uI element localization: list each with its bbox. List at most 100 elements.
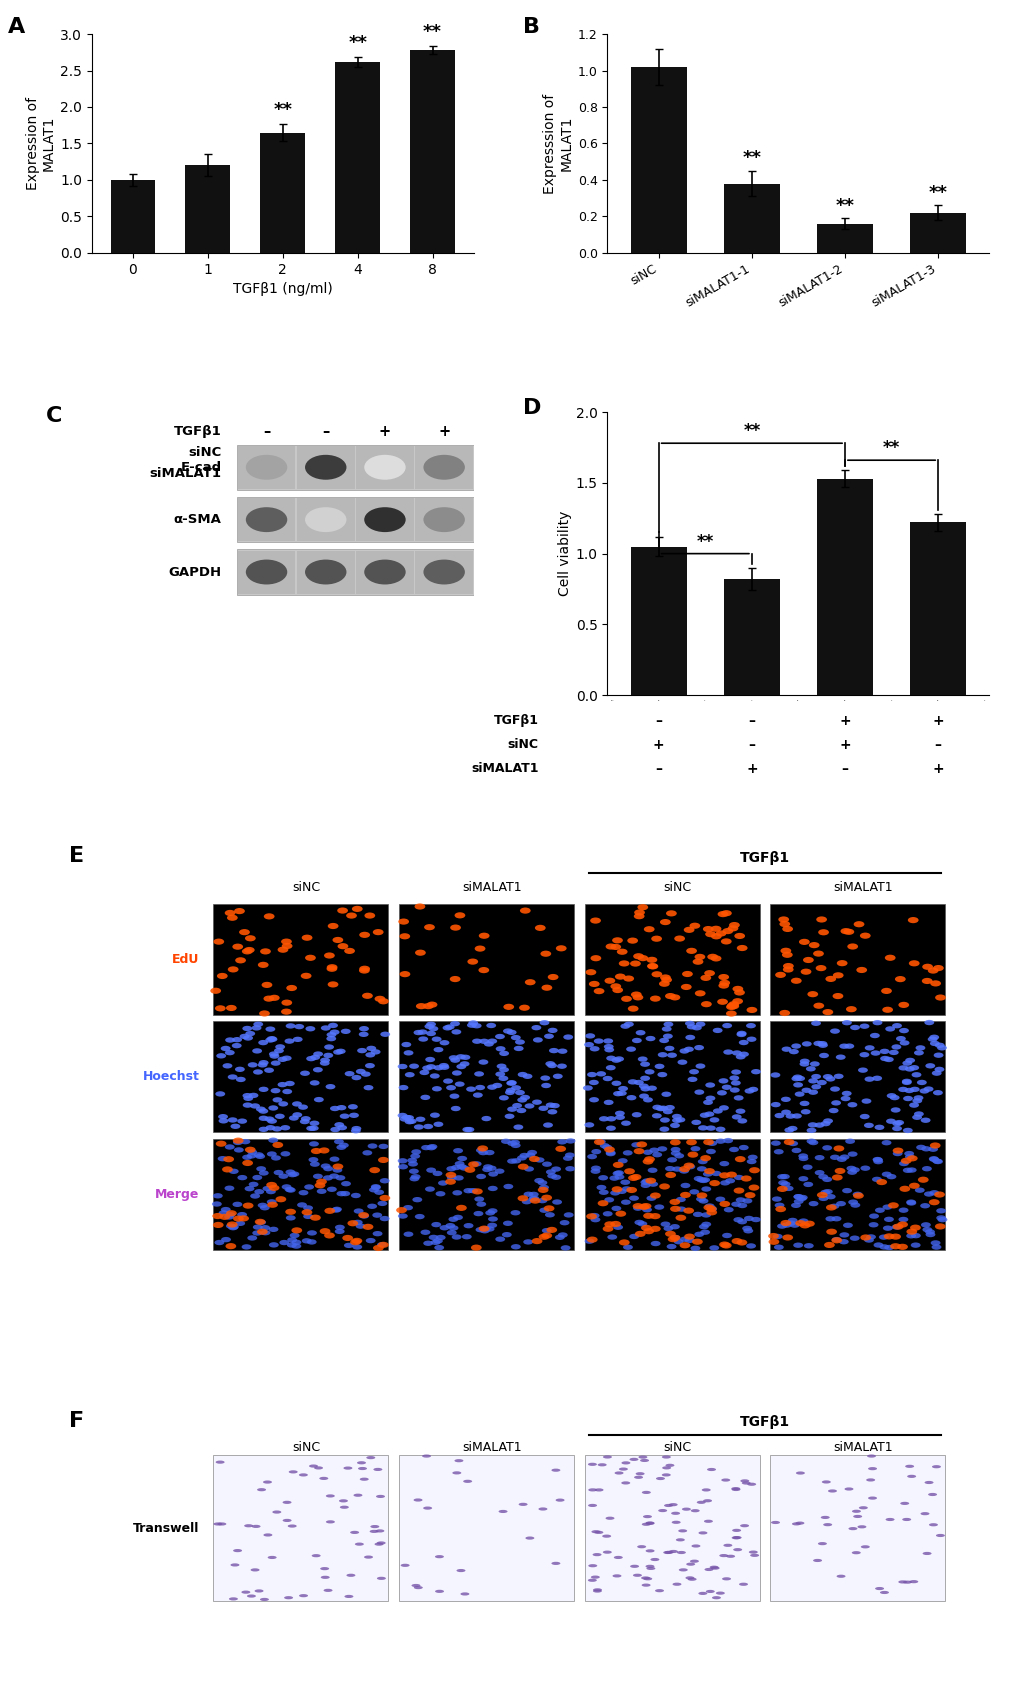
Ellipse shape bbox=[217, 1522, 226, 1525]
Ellipse shape bbox=[898, 1065, 908, 1070]
Ellipse shape bbox=[272, 1142, 283, 1148]
Ellipse shape bbox=[871, 1157, 881, 1162]
Ellipse shape bbox=[745, 1022, 755, 1028]
Ellipse shape bbox=[928, 1200, 938, 1205]
Ellipse shape bbox=[917, 1177, 927, 1183]
Ellipse shape bbox=[559, 1220, 569, 1225]
Ellipse shape bbox=[852, 1191, 862, 1196]
Ellipse shape bbox=[672, 1118, 682, 1123]
Ellipse shape bbox=[821, 1177, 832, 1183]
Ellipse shape bbox=[861, 1099, 870, 1104]
Ellipse shape bbox=[936, 1045, 946, 1050]
Ellipse shape bbox=[337, 1125, 346, 1130]
Ellipse shape bbox=[337, 908, 347, 913]
Ellipse shape bbox=[616, 1091, 626, 1096]
Ellipse shape bbox=[230, 1563, 239, 1566]
Ellipse shape bbox=[359, 1213, 369, 1218]
Ellipse shape bbox=[890, 1234, 900, 1241]
Ellipse shape bbox=[725, 1177, 735, 1184]
Ellipse shape bbox=[590, 1217, 600, 1222]
Ellipse shape bbox=[782, 953, 792, 958]
Ellipse shape bbox=[262, 1186, 272, 1191]
Ellipse shape bbox=[686, 1563, 695, 1566]
Ellipse shape bbox=[560, 1246, 570, 1251]
Ellipse shape bbox=[251, 1568, 259, 1571]
Ellipse shape bbox=[696, 1193, 706, 1198]
Ellipse shape bbox=[827, 1108, 838, 1113]
Ellipse shape bbox=[880, 1140, 891, 1145]
Ellipse shape bbox=[744, 1089, 754, 1094]
Ellipse shape bbox=[609, 1220, 621, 1227]
Ellipse shape bbox=[924, 1229, 934, 1235]
Ellipse shape bbox=[686, 947, 696, 954]
Ellipse shape bbox=[540, 1075, 549, 1080]
Ellipse shape bbox=[705, 1148, 715, 1154]
Ellipse shape bbox=[706, 1206, 716, 1212]
Bar bbox=[769, 1455, 945, 1602]
Ellipse shape bbox=[830, 1101, 841, 1106]
Ellipse shape bbox=[448, 1055, 459, 1060]
Ellipse shape bbox=[218, 1114, 228, 1120]
Ellipse shape bbox=[822, 1189, 832, 1195]
Ellipse shape bbox=[900, 1157, 911, 1164]
Bar bbox=[630, 66, 686, 252]
Ellipse shape bbox=[681, 983, 691, 990]
Ellipse shape bbox=[587, 1578, 596, 1581]
Ellipse shape bbox=[288, 1116, 299, 1121]
Ellipse shape bbox=[226, 1210, 236, 1217]
Bar bbox=[398, 903, 574, 1016]
Ellipse shape bbox=[214, 1241, 224, 1246]
Ellipse shape bbox=[413, 1029, 423, 1036]
Ellipse shape bbox=[844, 1488, 853, 1491]
Ellipse shape bbox=[716, 999, 728, 1005]
Ellipse shape bbox=[627, 1005, 638, 1012]
Text: –: – bbox=[263, 424, 270, 438]
Ellipse shape bbox=[404, 1114, 414, 1120]
Ellipse shape bbox=[369, 1167, 380, 1174]
Ellipse shape bbox=[285, 1188, 296, 1193]
Ellipse shape bbox=[812, 1041, 822, 1046]
Ellipse shape bbox=[227, 1118, 237, 1123]
Ellipse shape bbox=[264, 1116, 274, 1121]
Ellipse shape bbox=[743, 1215, 753, 1222]
Ellipse shape bbox=[662, 1109, 673, 1114]
Text: GAPDH: GAPDH bbox=[168, 566, 221, 579]
Ellipse shape bbox=[235, 1220, 245, 1225]
Ellipse shape bbox=[807, 992, 817, 997]
Ellipse shape bbox=[605, 1126, 615, 1131]
Ellipse shape bbox=[902, 1581, 911, 1583]
Ellipse shape bbox=[672, 1114, 681, 1120]
Ellipse shape bbox=[623, 1150, 632, 1155]
Ellipse shape bbox=[739, 1583, 747, 1586]
Bar bbox=[723, 184, 779, 252]
Ellipse shape bbox=[857, 1525, 865, 1528]
Ellipse shape bbox=[669, 1206, 680, 1212]
Ellipse shape bbox=[258, 961, 268, 968]
Ellipse shape bbox=[832, 1174, 842, 1181]
Ellipse shape bbox=[336, 1145, 345, 1150]
Ellipse shape bbox=[839, 1232, 849, 1237]
Ellipse shape bbox=[506, 1159, 517, 1164]
Ellipse shape bbox=[658, 982, 669, 987]
Ellipse shape bbox=[664, 1166, 675, 1171]
Ellipse shape bbox=[433, 1065, 443, 1070]
Ellipse shape bbox=[476, 1201, 486, 1206]
Ellipse shape bbox=[215, 1460, 224, 1464]
Ellipse shape bbox=[818, 1196, 827, 1201]
Ellipse shape bbox=[738, 1039, 748, 1045]
Ellipse shape bbox=[704, 1203, 714, 1208]
Ellipse shape bbox=[633, 1148, 644, 1154]
Ellipse shape bbox=[897, 1222, 907, 1227]
Ellipse shape bbox=[836, 959, 847, 966]
Ellipse shape bbox=[839, 1154, 849, 1160]
Ellipse shape bbox=[227, 915, 237, 920]
Ellipse shape bbox=[698, 1177, 708, 1183]
Text: **: ** bbox=[696, 533, 713, 550]
Ellipse shape bbox=[525, 980, 535, 985]
Ellipse shape bbox=[267, 1036, 276, 1041]
Ellipse shape bbox=[288, 1471, 298, 1474]
Ellipse shape bbox=[366, 1237, 375, 1244]
Ellipse shape bbox=[432, 1171, 442, 1176]
Ellipse shape bbox=[504, 1114, 514, 1120]
Ellipse shape bbox=[488, 1171, 497, 1177]
